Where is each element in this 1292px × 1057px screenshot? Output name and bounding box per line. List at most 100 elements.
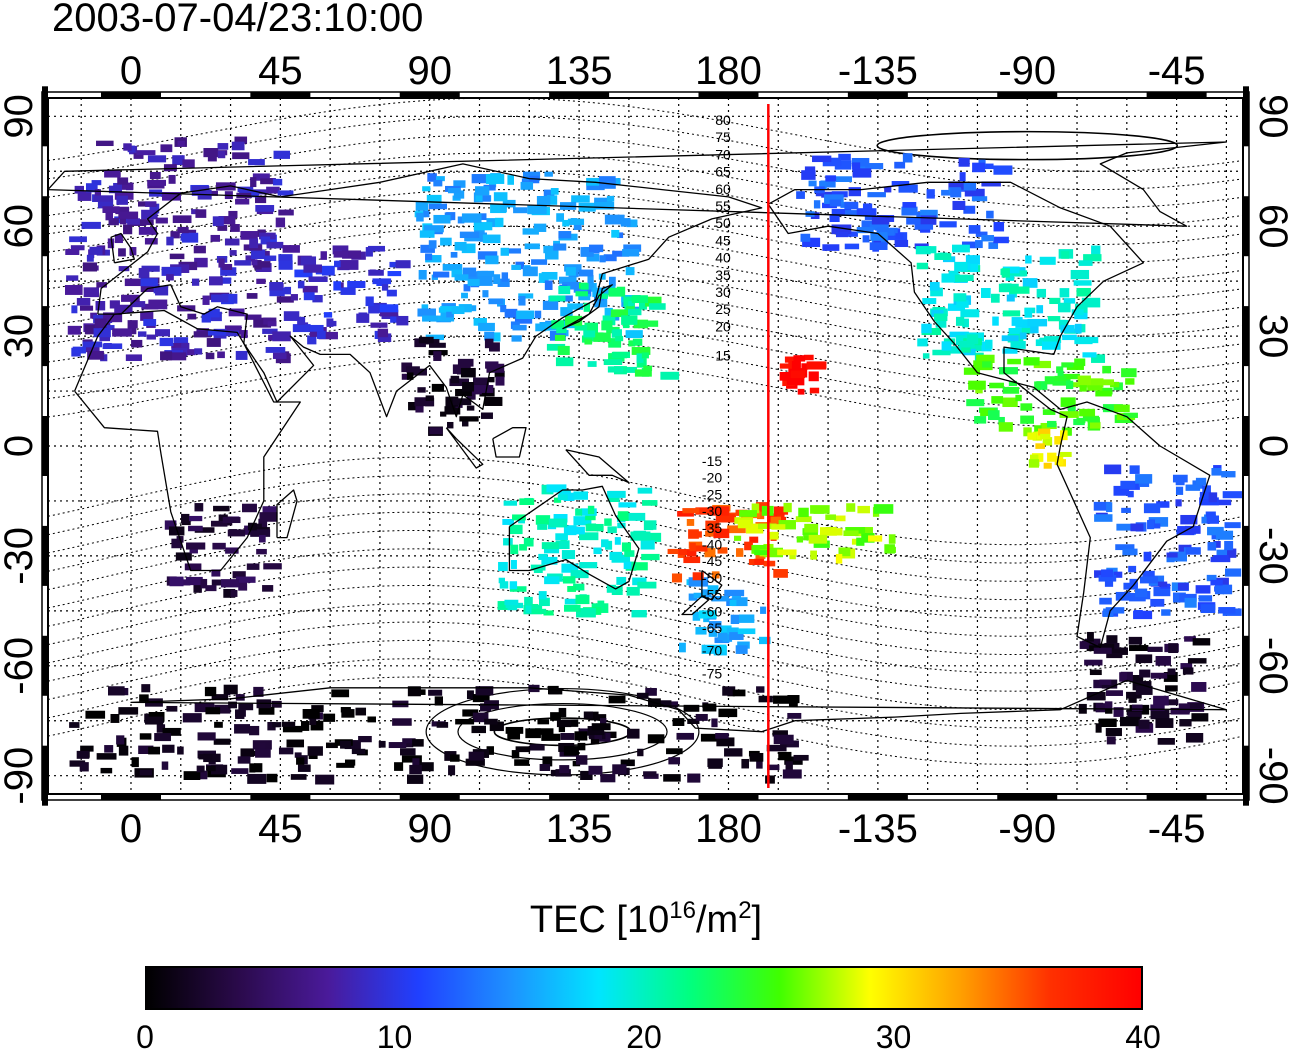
tec-cell <box>620 759 635 767</box>
tec-cell <box>450 754 460 762</box>
tec-cell <box>906 217 924 225</box>
contour-label: -60 <box>702 603 722 619</box>
coastline <box>47 141 1228 227</box>
lat-label-left: 90 <box>0 94 41 139</box>
tec-cell <box>902 202 917 208</box>
tec-cell <box>708 629 718 637</box>
tec-cell <box>810 505 830 514</box>
tec-cell <box>555 540 570 549</box>
tec-cell <box>433 214 451 224</box>
tec-cell <box>621 542 631 552</box>
tec-cell <box>235 350 248 360</box>
tec-cell <box>94 318 107 329</box>
contour-line <box>47 262 1244 337</box>
tec-cell <box>575 291 588 297</box>
tec-cell <box>234 136 248 144</box>
colorbar-tick-label: 10 <box>376 1019 413 1055</box>
tec-cell <box>608 287 625 297</box>
tec-cell <box>118 266 130 272</box>
tec-cell <box>505 726 524 734</box>
tec-cell <box>975 387 983 394</box>
tec-cell <box>1023 357 1040 366</box>
tec-cell <box>773 506 789 515</box>
tec-cell <box>214 704 231 714</box>
tec-cell <box>204 686 217 697</box>
frame-tick <box>1243 745 1249 806</box>
tec-cell <box>1175 499 1182 507</box>
tec-cell <box>1102 365 1112 374</box>
tec-cell <box>585 523 604 532</box>
tec-cell <box>269 282 284 291</box>
tec-cell <box>546 484 567 493</box>
tec-cell <box>300 256 317 266</box>
tec-cell <box>196 765 205 773</box>
tec-cell <box>182 159 195 168</box>
lon-label-bottom: 180 <box>695 807 762 851</box>
tec-cell <box>418 336 434 344</box>
tec-cell <box>160 144 173 153</box>
tec-cell <box>474 385 494 393</box>
tec-cell <box>356 313 370 323</box>
tec-cell <box>1180 663 1193 670</box>
tec-cell <box>1076 417 1086 424</box>
contour-label: -45 <box>702 553 722 569</box>
lon-label-bottom: 90 <box>407 807 452 851</box>
tec-cell <box>622 249 640 257</box>
tec-cell <box>955 316 965 326</box>
tec-cell <box>993 165 1013 175</box>
tec-cell <box>1155 655 1171 666</box>
tec-cell <box>939 221 957 228</box>
tec-cell <box>777 512 785 519</box>
tec-cell <box>162 727 181 736</box>
tec-cell <box>1128 694 1137 703</box>
tec-cell <box>267 321 277 327</box>
frame-tick <box>1243 86 1249 147</box>
tec-cell <box>1035 443 1045 449</box>
lat-label-left: 30 <box>0 314 41 359</box>
tec-cell <box>834 515 846 522</box>
tec-cell <box>94 189 101 196</box>
tec-cell <box>91 180 102 186</box>
tec-cell <box>932 349 951 356</box>
tec-cell <box>856 208 877 216</box>
tec-cell <box>323 713 336 722</box>
contour-line <box>47 97 1244 172</box>
coastline <box>565 449 630 484</box>
tec-cell <box>72 346 86 354</box>
tec-cell <box>418 762 434 772</box>
tec-cell <box>1104 464 1122 475</box>
tec-cell <box>339 260 359 270</box>
contour-line <box>47 225 1244 301</box>
tec-cell <box>177 226 189 234</box>
frame-tick <box>42 196 48 257</box>
tec-cell <box>791 360 801 371</box>
tec-cell <box>220 267 237 276</box>
tec-cell <box>473 377 489 387</box>
tec-cell <box>941 273 960 283</box>
tec-cell <box>454 241 467 251</box>
tec-cell <box>507 248 522 254</box>
tec-cell <box>1225 568 1242 577</box>
tec-cell <box>558 285 571 295</box>
tec-cell <box>754 558 765 565</box>
tec-cell <box>255 205 275 212</box>
tec-cell <box>1222 491 1242 499</box>
tec-cell <box>941 341 952 351</box>
tec-cell <box>307 335 317 345</box>
tec-cell <box>408 401 417 411</box>
tec-cell <box>85 183 98 193</box>
tec-cell <box>462 267 477 277</box>
tec-cell <box>862 203 873 212</box>
tec-cell <box>639 320 659 327</box>
tec-cell <box>1002 386 1020 394</box>
tec-cell <box>563 492 575 501</box>
tec-cell <box>575 755 588 765</box>
tec-cell <box>201 313 211 323</box>
tec-cell <box>1038 428 1051 436</box>
tec-cell <box>518 293 534 299</box>
tec-cell <box>1081 297 1101 308</box>
tec-cell <box>281 721 296 727</box>
tec-cell <box>580 283 589 290</box>
tec-cell <box>415 404 424 413</box>
tec-cell <box>497 278 510 287</box>
